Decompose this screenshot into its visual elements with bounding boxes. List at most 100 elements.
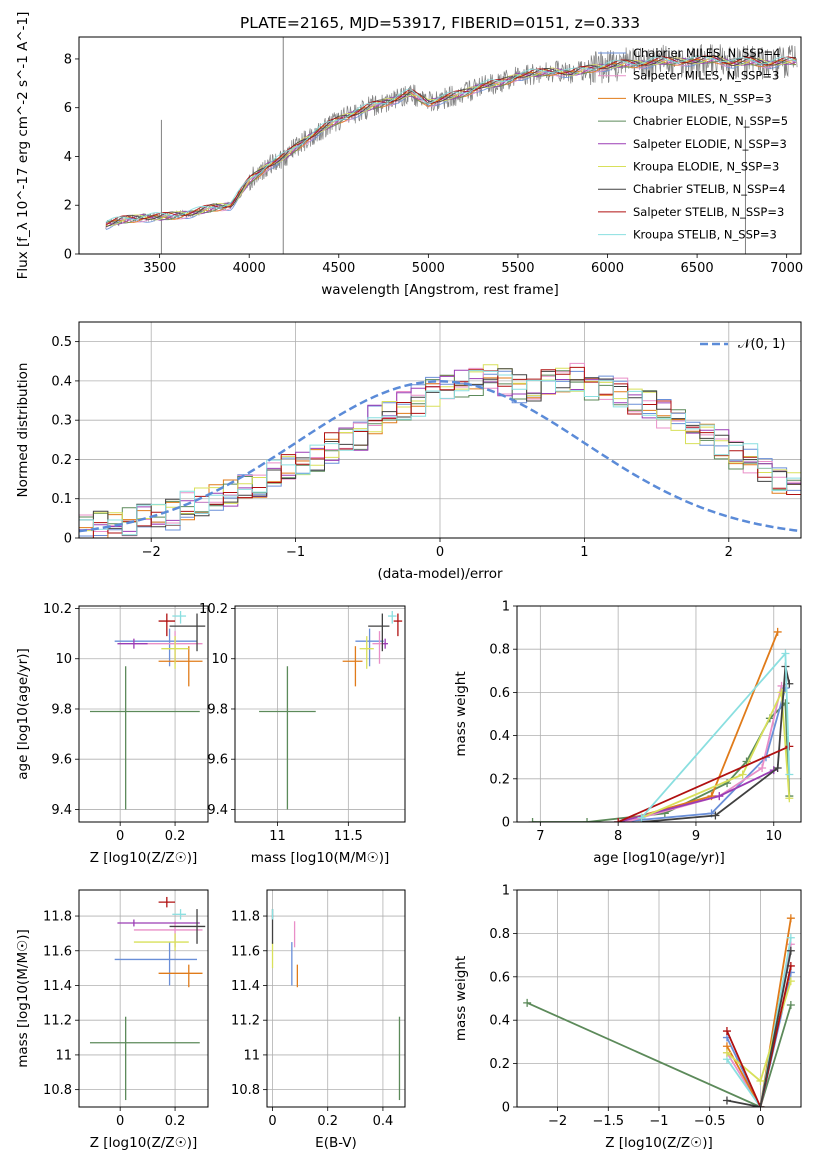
- weight-line: [618, 687, 787, 822]
- mass-vs-ebv-panel: 0 0.2 0.4 10.8 11 11.2 11.4 11.6 11.8 E(B-V): [231, 889, 406, 1151]
- weight-marker: [756, 1103, 765, 1107]
- age-vs-z-x-axis-label: Z [log10(Z/Z☉)]: [90, 850, 198, 866]
- weight-marker: [738, 770, 747, 779]
- legend-label: Kroupa ELODIE, N_SSP=3: [633, 160, 779, 174]
- weight-marker: [773, 627, 782, 636]
- residual-hist-plot-area: [79, 362, 801, 538]
- y-tick-label: 10.2: [43, 602, 72, 617]
- x-tick-label: −2: [142, 545, 161, 560]
- mass-vs-ebv-frame: [266, 889, 406, 1108]
- weight-line: [726, 918, 792, 1107]
- weight-line: [726, 950, 792, 1107]
- weight-marker: [722, 1048, 731, 1057]
- y-tick-label: 2: [64, 199, 72, 214]
- x-tick-label: −1: [286, 545, 305, 560]
- weight-vs-age-panel: 7 8 9 10 0 0.2 0.4 0.6 0.8 1 age [log10(age/yr)] ma…: [453, 600, 802, 866]
- y-tick-label: 0.5: [51, 335, 72, 350]
- y-tick-label: 0.1: [51, 492, 72, 507]
- y-tick-label: 9.6: [51, 753, 72, 768]
- x-tick-label: 0: [756, 1114, 764, 1129]
- legend-label: Salpeter MILES, N_SSP=3: [633, 69, 779, 83]
- weight-vs-age-plot-area: [528, 627, 794, 822]
- weight-line: [726, 944, 792, 1107]
- age-vs-mass-frame: [234, 605, 406, 823]
- x-tick-label: 0.2: [165, 829, 186, 844]
- y-tick-label: 11.4: [231, 979, 260, 994]
- y-tick-label: 0.4: [489, 1014, 510, 1029]
- y-tick-label: 10: [211, 652, 228, 667]
- weight-marker: [785, 770, 794, 779]
- weight-marker: [773, 764, 782, 772]
- x-tick-label: 9: [692, 829, 700, 844]
- spectrum-x-axis-label: wavelength [Angstrom, rest frame]: [321, 282, 559, 298]
- y-tick-label: 11: [243, 1048, 260, 1063]
- model-fit-line: [105, 55, 797, 227]
- weight-line: [526, 1001, 792, 1107]
- y-tick-label: 0.2: [489, 772, 510, 787]
- weight-line: [625, 685, 783, 822]
- histogram-step-line: [79, 364, 801, 532]
- y-tick-label: 9.8: [51, 702, 72, 717]
- age-vs-mass-x-axis-label: mass [log10(M/M☉)]: [251, 850, 390, 866]
- y-tick-label: 9.4: [207, 803, 228, 818]
- normal-curve-line: [79, 380, 801, 533]
- x-tick-label: 1: [580, 545, 588, 560]
- y-tick-label: 10.8: [231, 1083, 260, 1098]
- legend-label: 𝒩(0, 1): [738, 337, 785, 352]
- y-tick-label: 11.8: [43, 910, 72, 925]
- x-tick-label: 0.2: [165, 1114, 186, 1129]
- x-tick-label: 0.4: [373, 1114, 394, 1129]
- histogram-step-line: [79, 369, 801, 532]
- y-tick-label: 0.3: [51, 414, 72, 429]
- legend-label: Kroupa MILES, N_SSP=3: [633, 91, 772, 105]
- x-tick-label: 7: [536, 829, 544, 844]
- weight-vs-z-plot-area: [523, 914, 795, 1107]
- y-tick-label: 0.6: [489, 970, 510, 985]
- weight-vs-z-x-axis-label: Z [log10(Z/Z☉)]: [605, 1135, 713, 1151]
- y-tick-label: 10.2: [199, 602, 228, 617]
- x-tick-label: −0.5: [694, 1114, 726, 1129]
- x-tick-label: 3500: [143, 261, 176, 276]
- y-tick-label: 10.8: [43, 1083, 72, 1098]
- mass-vs-ebv-x-axis-label: E(B-V): [315, 1135, 357, 1151]
- legend-label: Salpeter ELODIE, N_SSP=3: [633, 137, 787, 151]
- x-tick-label: 5000: [412, 261, 445, 276]
- mass-vs-z-x-axis-label: Z [log10(Z/Z☉)]: [90, 1135, 198, 1151]
- x-tick-label: 0: [116, 829, 124, 844]
- weight-marker: [758, 764, 767, 772]
- residual-hist-panel: −2 −1 0 1 2 0 0.1 0.2 0.3 0.4 0.5 (data-model)/erro…: [15, 321, 802, 582]
- y-tick-label: 1: [502, 600, 510, 615]
- weight-line: [726, 965, 792, 1107]
- residual-hist-y-axis-label: Normed distribution: [15, 363, 31, 498]
- model-fit-line: [105, 55, 797, 228]
- weight-marker: [786, 1001, 795, 1010]
- x-tick-label: 0.2: [317, 1114, 338, 1129]
- spectrum-frame: [78, 36, 802, 255]
- mass-vs-z-plot-area: [89, 896, 206, 1101]
- x-tick-label: 8: [614, 829, 622, 844]
- x-tick-label: 7000: [770, 261, 803, 276]
- y-tick-label: 8: [64, 52, 72, 67]
- figure-title: PLATE=2165, MJD=53917, FIBERID=0151, z=0…: [240, 14, 640, 32]
- weight-line: [641, 688, 791, 819]
- y-tick-label: 0.4: [489, 729, 510, 744]
- mass-vs-z-y-axis-label: mass [log10(M/M☉)]: [15, 929, 31, 1068]
- spectrum-panel: 3500 4000 4500 5000 5500 6000 6500 7000 0 2 4 6 8 wav…: [15, 12, 803, 298]
- legend-label: Chabrier MILES, N_SSP=4: [633, 46, 780, 60]
- y-tick-label: 0.2: [489, 1057, 510, 1072]
- weight-vs-age-x-axis-label: age [log10(age/yr)]: [593, 850, 725, 866]
- weight-marker: [523, 998, 532, 1007]
- y-tick-label: 11.2: [231, 1014, 260, 1029]
- weight-marker: [785, 794, 794, 803]
- x-tick-label: −1.5: [592, 1114, 624, 1129]
- x-tick-label: −2: [548, 1114, 567, 1129]
- y-tick-label: 9.8: [207, 702, 228, 717]
- legend-label: Chabrier STELIB, N_SSP=4: [633, 182, 785, 196]
- spectrum-plot-area: [105, 37, 798, 254]
- mass-vs-ebv-plot-area: [271, 909, 401, 1101]
- y-tick-label: 9.4: [51, 803, 72, 818]
- weight-marker: [637, 813, 646, 822]
- y-tick-label: 0: [64, 248, 72, 263]
- weight-vs-z-panel: −2 −1.5 −1 −0.5 0 0 0.2 0.4 0.6 0.8 1 Z [log10(Z/Z☉…: [453, 884, 802, 1151]
